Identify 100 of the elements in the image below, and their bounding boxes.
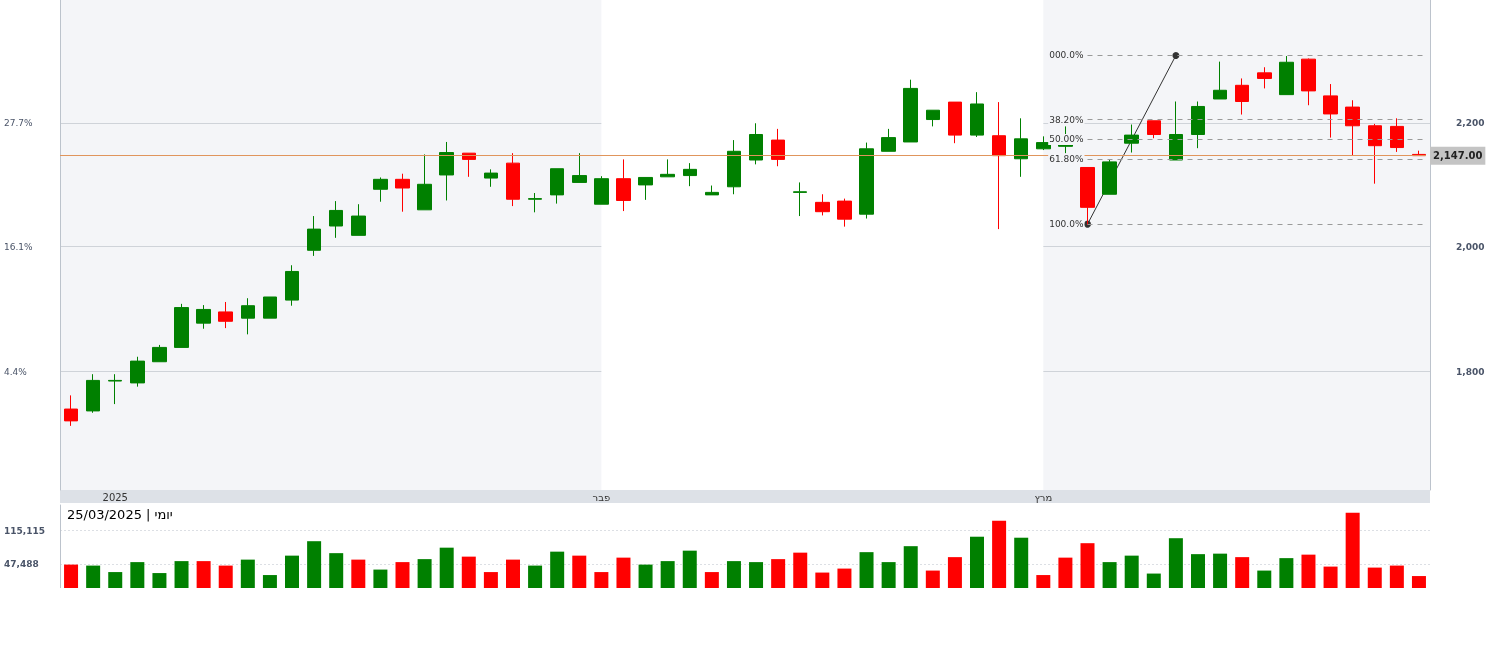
bar	[881, 562, 896, 588]
candlestick	[683, 162, 697, 187]
candlestick	[550, 168, 564, 205]
bar	[550, 551, 565, 588]
candlestick	[351, 203, 366, 236]
candlestick	[837, 198, 852, 228]
bar	[925, 570, 940, 588]
candlestick	[108, 373, 122, 405]
bar	[704, 572, 719, 588]
x-tick-label: 2025	[102, 491, 128, 503]
bar	[1190, 554, 1205, 588]
candlestick	[218, 301, 233, 329]
bar	[837, 568, 852, 588]
candlestick	[926, 109, 940, 127]
y-tick-label: 4.4%	[4, 366, 28, 377]
chart-title: 25/03/2025 | יומי	[67, 507, 173, 522]
bar	[262, 575, 277, 588]
candlestick	[263, 296, 277, 319]
candlestick	[660, 158, 675, 178]
bar	[771, 559, 786, 588]
candlestick	[1102, 159, 1117, 195]
bar	[1146, 573, 1161, 588]
ref-line-label: 2,147.00	[1433, 150, 1483, 162]
y2-tick-label: 1,800	[1456, 366, 1485, 377]
candlestick	[638, 176, 653, 201]
candlestick	[1279, 55, 1294, 96]
bar	[572, 555, 587, 588]
candlestick	[1213, 61, 1227, 100]
bar	[395, 562, 410, 588]
bar	[351, 559, 366, 588]
bar	[1102, 562, 1117, 588]
candlestick	[903, 79, 918, 143]
candlestick	[285, 264, 299, 307]
bar	[196, 561, 211, 588]
candlestick	[329, 200, 343, 239]
candlestick	[815, 193, 830, 216]
y-tick-label: 16.1%	[4, 241, 34, 252]
bar	[108, 572, 123, 588]
annotation: 50.00%	[1049, 134, 1084, 145]
candlestick	[417, 153, 432, 211]
candlestick	[594, 175, 609, 205]
bar	[505, 559, 520, 588]
bar	[1124, 555, 1139, 588]
bar	[594, 572, 609, 588]
y2-tick-label: 2,000	[1456, 242, 1485, 253]
candlestick	[1257, 66, 1272, 89]
candlestick	[970, 91, 984, 138]
candlestick	[1368, 123, 1382, 185]
bar	[373, 569, 388, 588]
candlestick	[1147, 120, 1161, 139]
candlestick	[1390, 117, 1404, 153]
bar	[64, 564, 79, 588]
candlestick	[307, 215, 321, 257]
candlestick	[1169, 100, 1183, 161]
bar	[970, 536, 985, 588]
bar	[616, 557, 631, 588]
candlestick	[1301, 58, 1316, 106]
bar	[947, 557, 962, 588]
candlestick	[616, 158, 631, 212]
bar	[1235, 557, 1250, 588]
bar	[1213, 553, 1228, 588]
bar	[1411, 576, 1426, 588]
bar	[638, 564, 653, 588]
candlestick	[749, 122, 763, 165]
candlestick	[152, 344, 167, 363]
bar	[1014, 537, 1029, 588]
bar	[815, 572, 830, 588]
candlestick	[1014, 117, 1028, 178]
candlestick	[992, 101, 1006, 230]
bar	[992, 520, 1007, 588]
y-tick-label: 47,488	[4, 559, 39, 570]
candlestick	[948, 101, 962, 144]
bar	[240, 559, 255, 588]
bar	[1080, 543, 1095, 588]
bar	[130, 562, 145, 588]
bar	[1036, 575, 1051, 588]
bar	[1058, 557, 1073, 588]
candlestick	[859, 142, 874, 220]
candlestick	[1124, 124, 1139, 154]
candlestick	[793, 181, 807, 217]
candlestick	[506, 152, 520, 207]
x-tick-label: מרץ	[1034, 491, 1053, 503]
bar	[1345, 512, 1360, 588]
bar	[749, 562, 764, 588]
bar	[1323, 566, 1338, 588]
candlestick	[528, 192, 542, 213]
candlestick	[130, 356, 145, 388]
candlestick	[881, 128, 896, 152]
bar	[285, 555, 300, 588]
bar	[307, 541, 322, 588]
bar	[793, 552, 808, 588]
candlestick	[241, 297, 255, 335]
candlestick	[86, 373, 100, 414]
bar	[1279, 558, 1294, 588]
bar	[1389, 565, 1404, 588]
annotation: 100.0%	[1049, 219, 1084, 230]
bar	[483, 572, 498, 588]
y2-tick-label: 2,200	[1456, 117, 1485, 128]
candlestick	[771, 128, 785, 167]
bar	[417, 559, 432, 588]
